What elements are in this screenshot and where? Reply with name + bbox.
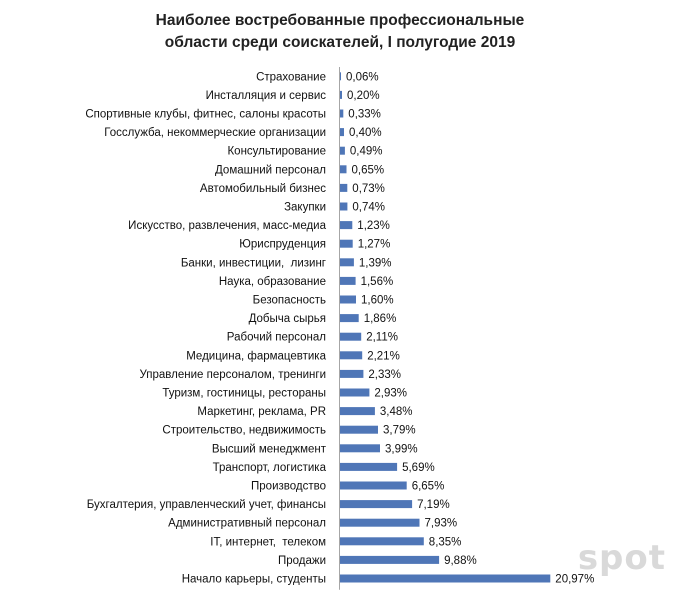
bar (340, 500, 413, 509)
bars-group (340, 72, 551, 583)
bar (340, 72, 341, 81)
category-label: Продажи (278, 555, 326, 567)
category-label: Инсталляция и сервис (206, 90, 327, 102)
bar (340, 555, 440, 564)
category-label: Банки, инвестиции, лизинг (181, 257, 326, 269)
value-label: 3,79% (383, 425, 416, 437)
category-label: Страхование (256, 71, 326, 83)
value-label: 20,97% (555, 574, 594, 586)
value-label: 0,40% (349, 127, 382, 139)
bar (340, 332, 362, 341)
category-label: Наука, образование (219, 276, 326, 288)
category-label: Искусство, развлечения, масс-медиа (128, 220, 326, 232)
category-label: Транспорт, логистика (213, 462, 327, 474)
bar (340, 258, 354, 267)
value-label: 0,06% (346, 71, 379, 83)
chart-title-line-2: области среди соискателей, I полугодие 2… (164, 34, 516, 51)
value-label: 2,11% (366, 332, 398, 344)
category-label: Безопасность (253, 295, 326, 307)
category-label: Госслужба, некоммерческие организации (104, 127, 326, 139)
value-label: 0,74% (352, 202, 385, 214)
category-label: Рабочий персонал (227, 332, 326, 344)
category-label: Добыча сырья (249, 313, 326, 325)
category-label: Маркетинг, реклама, PR (197, 406, 326, 418)
bar (340, 183, 348, 192)
chart-title-line-1: Наиболее востребованные профессиональные (155, 12, 525, 29)
value-label: 7,19% (417, 499, 450, 511)
value-label: 0,65% (352, 164, 385, 176)
category-label: Начало карьеры, студенты (182, 574, 326, 586)
value-label: 5,69% (402, 462, 435, 474)
value-label: 8,35% (429, 536, 462, 548)
value-label: 6,65% (412, 481, 445, 493)
bar (340, 165, 347, 174)
value-label: 7,93% (425, 518, 458, 530)
category-label: Домашний персонал (215, 164, 326, 176)
bar (340, 221, 353, 230)
category-label: Высший менеджмент (212, 443, 327, 455)
bar (340, 462, 398, 471)
value-label: 1,27% (358, 239, 391, 251)
category-label: Закупки (284, 202, 326, 214)
category-label: Консультирование (227, 146, 326, 158)
bar (340, 574, 551, 583)
category-label: Туризм, гостиницы, рестораны (162, 388, 326, 400)
bar (340, 314, 359, 323)
category-label: Автомобильный бизнес (200, 183, 326, 195)
value-label: 1,60% (361, 295, 394, 307)
bar (340, 518, 420, 527)
value-label: 2,21% (367, 350, 400, 362)
category-label: Медицина, фармацевтика (186, 350, 326, 362)
value-label: 0,73% (352, 183, 385, 195)
chart-title: Наиболее востребованные профессиональные… (0, 10, 680, 54)
value-labels-group: 0,06% 0,20% 0,33% 0,40% 0,49% 0,65% 0,73% 0,74%… (346, 71, 594, 585)
value-label: 0,49% (350, 146, 383, 158)
bar (340, 369, 364, 378)
value-label: 2,93% (374, 388, 407, 400)
bar (340, 444, 380, 453)
bar (340, 407, 375, 416)
bar (340, 128, 344, 137)
category-label: Юриспруденция (239, 239, 326, 251)
value-label: 1,86% (364, 313, 397, 325)
value-label: 1,23% (357, 220, 390, 232)
category-label: Спортивные клубы, фитнес, салоны красоты (85, 109, 326, 121)
value-label: 0,20% (347, 90, 380, 102)
bar (340, 109, 344, 118)
value-label: 1,39% (359, 257, 392, 269)
category-label: Административный персонал (168, 518, 326, 530)
category-labels-group: Страхование Инсталляция и сервис Спортивны… (85, 71, 326, 585)
bar (340, 481, 407, 490)
value-label: 9,88% (444, 555, 477, 567)
spot-watermark: spot (577, 538, 666, 578)
category-label: Строительство, недвижимость (162, 425, 326, 437)
bar (340, 388, 370, 397)
bar (340, 351, 363, 360)
bar (340, 202, 348, 211)
category-label: Бухгалтерия, управленческий учет, финанс… (87, 499, 326, 511)
category-label: IT, интернет, телеком (210, 536, 326, 548)
bar (340, 425, 378, 434)
value-label: 3,48% (380, 406, 413, 418)
value-label: 1,56% (361, 276, 394, 288)
bar (340, 537, 424, 546)
bar (340, 276, 356, 285)
bar (340, 146, 345, 155)
bar (340, 295, 356, 304)
value-label: 0,33% (348, 109, 381, 121)
bar (340, 90, 342, 99)
category-label: Производство (251, 481, 326, 493)
bar (340, 239, 353, 248)
category-label: Управление персоналом, тренинги (140, 369, 327, 381)
value-label: 2,33% (368, 369, 401, 381)
value-label: 3,99% (385, 443, 418, 455)
